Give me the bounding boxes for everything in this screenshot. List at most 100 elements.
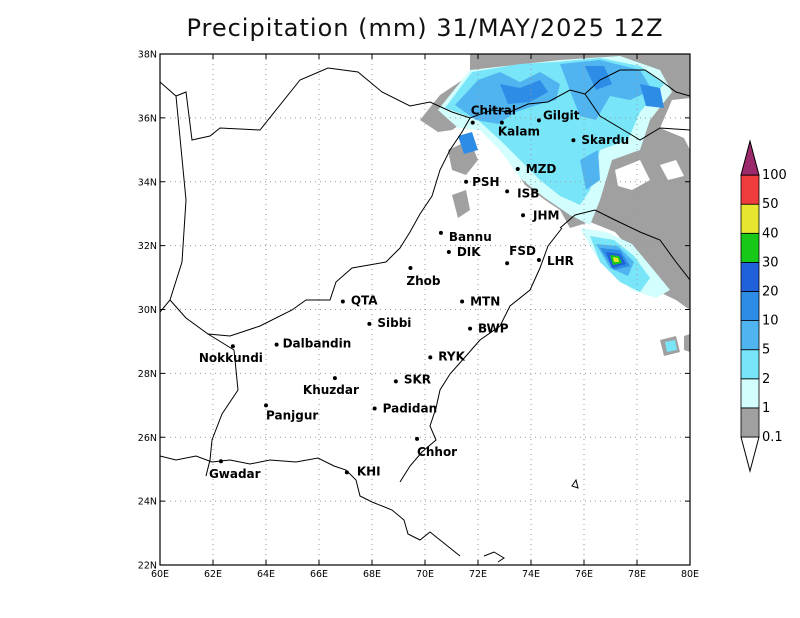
city-label: Chhor <box>417 445 457 459</box>
city-label: Panjgur <box>266 408 318 422</box>
city-label: BWP <box>478 322 509 336</box>
city-label: Padidan <box>383 402 438 416</box>
lat-tick-label: 26N <box>138 433 157 444</box>
border-iran-pakistan <box>205 333 239 477</box>
city-label: Chitral <box>471 104 516 118</box>
colorbar-segment <box>740 349 760 380</box>
city-label: QTA <box>351 294 378 308</box>
colorbar-segment <box>740 407 760 438</box>
city-label: Sibbi <box>377 316 411 330</box>
city-label: ISB <box>517 186 539 200</box>
city-dot <box>505 189 510 194</box>
colorbar-segment <box>740 203 760 234</box>
colorbar-upper-extension <box>740 139 760 176</box>
coastline-gujarat <box>483 551 505 563</box>
lon-tick-label: 70E <box>416 569 434 580</box>
city-dot <box>446 250 451 255</box>
city-label: Zhob <box>406 274 440 288</box>
city-label: Kalam <box>498 125 540 139</box>
city-dot <box>340 299 345 304</box>
city-label: Bannu <box>449 230 492 244</box>
lat-tick-label: 34N <box>138 177 157 188</box>
colorbar-label: 10 <box>762 314 779 329</box>
city-label: Dalbandin <box>283 337 352 351</box>
border-afghanistan <box>160 67 690 141</box>
city-dot <box>415 436 420 441</box>
map-grid <box>160 54 690 565</box>
lat-tick-label: 38N <box>138 50 157 61</box>
lat-tick-label: 22N <box>138 561 157 572</box>
city-dot <box>428 355 433 360</box>
city-label: MTN <box>470 295 500 309</box>
precipitation-field <box>420 54 690 356</box>
precip-area-10-20 <box>458 132 478 154</box>
lon-tick-label: 62E <box>204 569 222 580</box>
colorbar-segment <box>740 291 760 322</box>
coastline <box>160 455 461 557</box>
city-dot <box>438 230 443 235</box>
map-title: Precipitation (mm) 31/MAY/2025 12Z <box>186 14 664 42</box>
precip-area-2-5 <box>665 340 677 352</box>
city-label: JHM <box>532 208 559 222</box>
city-dot <box>499 120 504 125</box>
city-dot <box>505 261 510 266</box>
borders <box>160 67 690 563</box>
city-label: Gilgit <box>543 108 580 122</box>
colorbar-label: 0.1 <box>762 430 783 445</box>
lon-tick-label: 74E <box>522 569 540 580</box>
lon-tick-label: 68E <box>363 569 381 580</box>
lat-tick-label: 24N <box>138 497 157 508</box>
precip-area-40-50 <box>613 257 619 262</box>
city-label: SKR <box>404 372 431 386</box>
colorbar-segment <box>740 261 760 292</box>
precip-area-gray <box>684 334 690 352</box>
precip-area-gray <box>452 190 470 218</box>
city-dot <box>264 403 268 408</box>
precip-area-10-20 <box>500 80 548 104</box>
city-label: Khuzdar <box>303 383 359 397</box>
city-dot <box>274 342 279 347</box>
colorbar-segment <box>740 320 760 351</box>
colorbar-segment <box>740 174 760 205</box>
coastline-khambhat <box>571 478 579 489</box>
precip-area-5-10 <box>560 60 652 120</box>
colorbar-label: 50 <box>762 197 779 212</box>
city-dot <box>344 470 349 475</box>
precip-area-5-10 <box>580 150 600 190</box>
colorbar-label: 2 <box>762 372 770 387</box>
border-kashmir <box>559 209 690 281</box>
city-dot <box>460 299 465 304</box>
city-label: MZD <box>526 162 557 176</box>
lon-tick-label: 76E <box>575 569 593 580</box>
city-label: RYK <box>438 349 465 363</box>
lon-tick-label: 80E <box>681 569 699 580</box>
colorbar: 0.1 1 2 5 10 20 30 40 50 100 <box>740 139 787 473</box>
lat-tick-label: 28N <box>138 369 157 380</box>
lat-tick-label: 32N <box>138 241 157 252</box>
lon-tick-label: 78E <box>628 569 646 580</box>
border-iran-afghanistan <box>160 95 187 313</box>
city-dot <box>332 376 337 381</box>
colorbar-label: 30 <box>762 255 779 270</box>
border-china <box>584 69 690 97</box>
city-dot <box>536 118 541 123</box>
colorbar-label: 20 <box>762 285 779 300</box>
city-dot <box>536 257 541 262</box>
map-axes: 60E 62E 64E 66E 68E 70E 72E 74E 76E 78E 80E 22N 24N 2… <box>138 50 699 581</box>
city-dot <box>521 213 526 218</box>
city-label: Nokkundi <box>199 351 263 365</box>
border-pakistan-india <box>399 227 563 483</box>
precip-area-10-20 <box>585 66 612 90</box>
city-label: Skardu <box>581 133 629 147</box>
lon-tick-label: 60E <box>151 569 169 580</box>
city-dot <box>230 344 235 349</box>
city-dot <box>372 406 377 411</box>
city-label: Gwadar <box>209 467 261 481</box>
colorbar-segment <box>740 378 760 409</box>
city-dot <box>515 166 520 171</box>
city-label: KHI <box>357 464 381 478</box>
city-dot <box>468 326 473 331</box>
lon-tick-label: 72E <box>469 569 487 580</box>
